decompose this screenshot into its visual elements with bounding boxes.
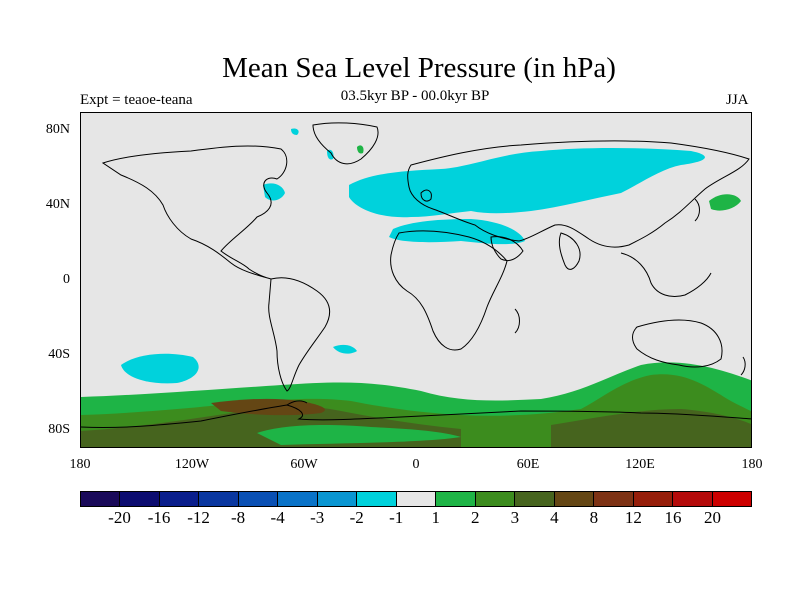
- africa-coast: [390, 230, 508, 351]
- colorbar-label: -8: [231, 508, 246, 527]
- antarctica-coast: [81, 404, 751, 429]
- colorbar-label: -1: [389, 508, 404, 527]
- pressure-region-level-8: [211, 398, 325, 416]
- lon-tick-label: 180: [741, 457, 763, 472]
- colorbar-label: 3: [510, 508, 520, 527]
- colorbar-label: 16: [664, 508, 682, 527]
- arabia-coast: [490, 236, 524, 262]
- lon-tick-label: 120W: [174, 457, 210, 472]
- colorbar-swatch: [515, 492, 555, 506]
- lon-tick-label: 60W: [290, 457, 318, 472]
- colorbar-label: -4: [270, 508, 285, 527]
- colorbar-swatch: [436, 492, 476, 506]
- colorbar-swatch: [357, 492, 397, 506]
- colorbar-label: 1: [431, 508, 441, 527]
- colorbar-swatch: [159, 492, 200, 506]
- plot-subtitle: 03.5kyr BP - 00.0kyr BP: [340, 88, 490, 104]
- southern-band-level-4b: [551, 409, 751, 447]
- colorbar-swatch: [120, 492, 160, 506]
- lat-tick-label: 80S: [48, 422, 70, 437]
- eurasia-negative-region: [349, 148, 705, 218]
- colorbar-label: -20: [108, 508, 131, 527]
- greenland-negative-spot: [327, 149, 334, 160]
- colorbar-swatch: [238, 492, 279, 506]
- antarctic-peninsula-coast: [286, 400, 308, 406]
- colorbar-swatch: [396, 492, 437, 506]
- greenland-top-spot: [291, 128, 299, 135]
- colorbar-label: 4: [550, 508, 559, 527]
- map-svg: [81, 122, 751, 447]
- greenland-coast: [312, 122, 379, 165]
- north-america-coast: [101, 145, 288, 280]
- southeast-asia-coast: [620, 252, 712, 297]
- experiment-label: Expt = teaoe-teana: [80, 92, 193, 108]
- india-coast: [558, 232, 581, 270]
- madagascar-coast: [514, 308, 520, 334]
- pressure-region-level-2-south: [257, 425, 461, 445]
- colorbar-swatch: [712, 492, 751, 506]
- colorbar-label: -16: [147, 508, 171, 527]
- japan-coast: [694, 198, 700, 222]
- greenland-positive-spot: [357, 145, 364, 154]
- lat-tick-label: 40N: [45, 197, 70, 212]
- colorbar-swatch: [317, 492, 358, 506]
- lat-tick-label: 80N: [45, 122, 70, 137]
- colorbar-label: -3: [310, 508, 325, 527]
- lon-tick-label: 120E: [625, 457, 655, 472]
- coastlines: [81, 122, 751, 429]
- colorbar-swatch: [554, 492, 595, 506]
- lon-tick-label: 60E: [516, 457, 540, 472]
- colorbar-label: -12: [187, 508, 210, 527]
- pacific-south-negative-region: [121, 353, 199, 384]
- hudson-negative-region: [263, 183, 285, 201]
- colorbar-swatch: [278, 492, 318, 506]
- colorbar-swatch: [633, 492, 674, 506]
- plot-title: Mean Sea Level Pressure (in hPa): [222, 52, 616, 84]
- lon-tick-label: 0: [412, 457, 420, 472]
- colorbar-label: 20: [703, 508, 721, 527]
- lat-tick-label: 40S: [48, 347, 70, 362]
- eurasia-coast: [407, 140, 750, 248]
- colorbar-swatch: [81, 492, 121, 506]
- uk-coast: [420, 189, 432, 202]
- colorbar-label: 8: [589, 508, 599, 527]
- south-america-coast: [268, 277, 331, 392]
- atlantic-south-negative-region: [333, 344, 357, 354]
- colorbar-label: 12: [624, 508, 642, 527]
- lat-tick-label: 0: [63, 272, 70, 287]
- colorbar-label: -2: [349, 508, 364, 527]
- colorbar-swatch: [594, 492, 634, 506]
- colorbar-swatch: [673, 492, 713, 506]
- lon-tick-label: 180: [69, 457, 91, 472]
- australia-coast: [632, 319, 723, 368]
- pacific-north-positive-spot: [709, 194, 741, 211]
- colorbar: [80, 491, 752, 507]
- colorbar-swatch: [475, 492, 516, 506]
- new-zealand-coast: [740, 356, 746, 376]
- colorbar-label: 2: [471, 508, 480, 527]
- colorbar-swatch: [199, 492, 239, 506]
- map-panel: [80, 112, 752, 448]
- season-label: JJA: [726, 92, 749, 108]
